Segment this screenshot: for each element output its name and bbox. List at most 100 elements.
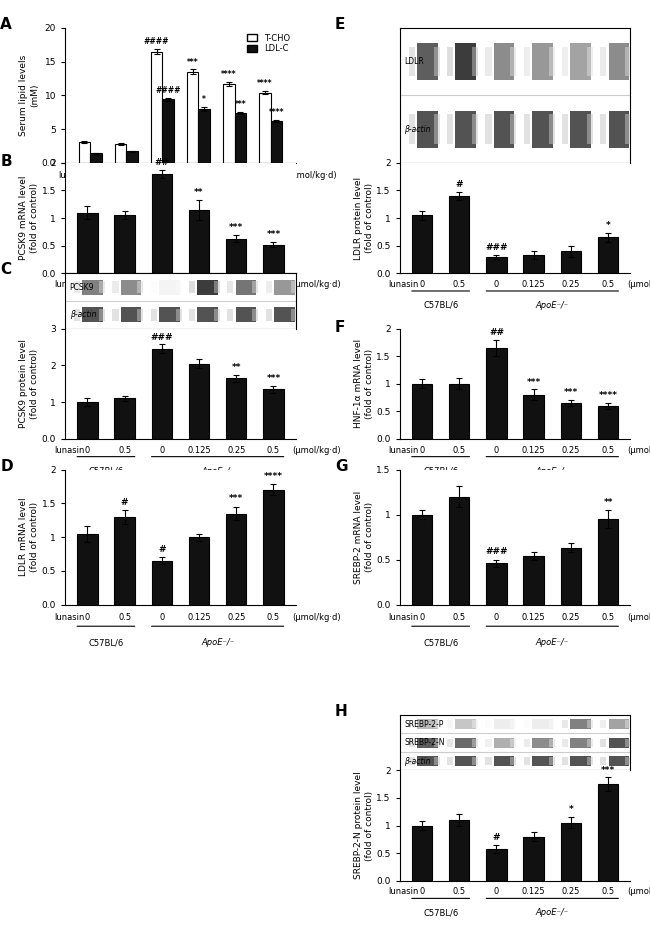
Bar bbox=[549, 114, 555, 144]
Bar bbox=[114, 398, 135, 439]
Bar bbox=[486, 257, 507, 273]
Bar bbox=[570, 719, 591, 729]
Text: ****: **** bbox=[221, 70, 237, 79]
Text: 0.25: 0.25 bbox=[227, 613, 246, 622]
Bar bbox=[608, 719, 629, 729]
Bar bbox=[625, 114, 631, 144]
Y-axis label: Serum lipid levels
(mM): Serum lipid levels (mM) bbox=[20, 55, 39, 136]
Bar bbox=[434, 738, 440, 747]
Bar bbox=[449, 196, 469, 273]
Text: lunasin: lunasin bbox=[389, 445, 419, 455]
Text: lunasin: lunasin bbox=[58, 171, 88, 180]
Bar bbox=[472, 114, 478, 144]
Bar bbox=[493, 756, 514, 766]
Text: 0: 0 bbox=[494, 445, 499, 455]
Text: 0: 0 bbox=[84, 280, 90, 289]
Text: ***: *** bbox=[229, 223, 243, 232]
Bar bbox=[223, 84, 235, 163]
Bar bbox=[112, 309, 118, 321]
Bar bbox=[486, 114, 491, 144]
Text: C57BL/6: C57BL/6 bbox=[423, 301, 458, 310]
Bar bbox=[625, 757, 631, 765]
Bar bbox=[188, 538, 209, 604]
Bar bbox=[549, 757, 555, 765]
Bar bbox=[510, 720, 517, 728]
Text: 0: 0 bbox=[160, 171, 165, 180]
Bar bbox=[562, 114, 568, 144]
Bar bbox=[561, 548, 581, 604]
Text: ***: *** bbox=[229, 495, 243, 503]
Bar bbox=[486, 348, 507, 439]
Text: β-actin: β-actin bbox=[404, 757, 431, 765]
Text: 0.5: 0.5 bbox=[602, 613, 615, 622]
Bar bbox=[598, 405, 618, 439]
Bar bbox=[409, 720, 415, 728]
Bar bbox=[523, 556, 544, 604]
Text: 0: 0 bbox=[494, 613, 499, 622]
Bar bbox=[121, 307, 142, 323]
Bar bbox=[151, 561, 172, 604]
Text: 0.125: 0.125 bbox=[522, 887, 545, 897]
Text: β-actin: β-actin bbox=[404, 125, 431, 134]
Text: (μmol/kg·d): (μmol/kg·d) bbox=[292, 613, 341, 622]
Bar bbox=[523, 255, 544, 273]
Text: (μmol/kg·d): (μmol/kg·d) bbox=[627, 613, 650, 622]
Bar bbox=[524, 114, 530, 144]
Text: C57BL/6: C57BL/6 bbox=[88, 467, 124, 475]
Text: (μmol/kg·d): (μmol/kg·d) bbox=[627, 445, 650, 455]
Text: A: A bbox=[1, 17, 12, 33]
Text: 0.5: 0.5 bbox=[267, 613, 280, 622]
Bar bbox=[510, 738, 517, 747]
Text: 0.125: 0.125 bbox=[187, 613, 211, 622]
Bar bbox=[409, 757, 415, 765]
Text: *: * bbox=[202, 95, 206, 104]
Text: 0.25: 0.25 bbox=[562, 613, 580, 622]
Y-axis label: HNF-1α mRNA level
(fold of control): HNF-1α mRNA level (fold of control) bbox=[354, 339, 374, 429]
Text: lunasin: lunasin bbox=[54, 613, 84, 622]
Y-axis label: SREBP-2-N protein level
(fold of control): SREBP-2-N protein level (fold of control… bbox=[354, 772, 374, 880]
Bar bbox=[263, 490, 283, 604]
Bar bbox=[235, 113, 246, 163]
Bar bbox=[252, 309, 259, 321]
Text: ***: *** bbox=[187, 58, 198, 67]
Bar bbox=[532, 719, 552, 729]
Bar bbox=[447, 738, 453, 747]
Bar bbox=[188, 210, 209, 273]
Bar bbox=[151, 174, 172, 273]
Bar bbox=[549, 720, 555, 728]
Text: #: # bbox=[493, 833, 500, 842]
Bar bbox=[532, 756, 552, 766]
Bar bbox=[235, 280, 256, 295]
Y-axis label: PCSK9 mRNA level
(fold of control): PCSK9 mRNA level (fold of control) bbox=[20, 176, 39, 260]
Text: (μmol/kg·d): (μmol/kg·d) bbox=[627, 887, 650, 897]
Bar bbox=[214, 281, 220, 293]
Text: lunasin: lunasin bbox=[54, 280, 84, 289]
Text: 0: 0 bbox=[419, 445, 424, 455]
Text: 0: 0 bbox=[494, 280, 499, 289]
Bar bbox=[493, 719, 514, 729]
Bar bbox=[587, 114, 593, 144]
Bar bbox=[532, 43, 552, 80]
Text: (μmol/kg·d): (μmol/kg·d) bbox=[289, 171, 337, 180]
Y-axis label: SREBP-2 mRNA level
(fold of control): SREBP-2 mRNA level (fold of control) bbox=[354, 490, 374, 584]
Text: ***: *** bbox=[564, 388, 578, 397]
Text: ApoE⁻/⁻: ApoE⁻/⁻ bbox=[201, 638, 234, 647]
Bar bbox=[226, 379, 246, 439]
Text: ****: **** bbox=[599, 392, 617, 400]
Text: *: * bbox=[569, 805, 573, 815]
Bar bbox=[77, 213, 98, 273]
Bar bbox=[291, 309, 297, 321]
Text: ***: *** bbox=[235, 100, 246, 109]
Text: D: D bbox=[1, 458, 13, 474]
Text: 0.125: 0.125 bbox=[522, 445, 545, 455]
Text: #: # bbox=[456, 179, 463, 189]
Bar bbox=[263, 245, 283, 273]
Text: G: G bbox=[335, 458, 348, 474]
Bar bbox=[455, 737, 476, 748]
Bar bbox=[587, 720, 593, 728]
Bar bbox=[472, 738, 478, 747]
Text: 0.125: 0.125 bbox=[522, 613, 545, 622]
Bar bbox=[189, 309, 195, 321]
Text: 0.5: 0.5 bbox=[602, 280, 615, 289]
Text: C: C bbox=[1, 262, 12, 277]
